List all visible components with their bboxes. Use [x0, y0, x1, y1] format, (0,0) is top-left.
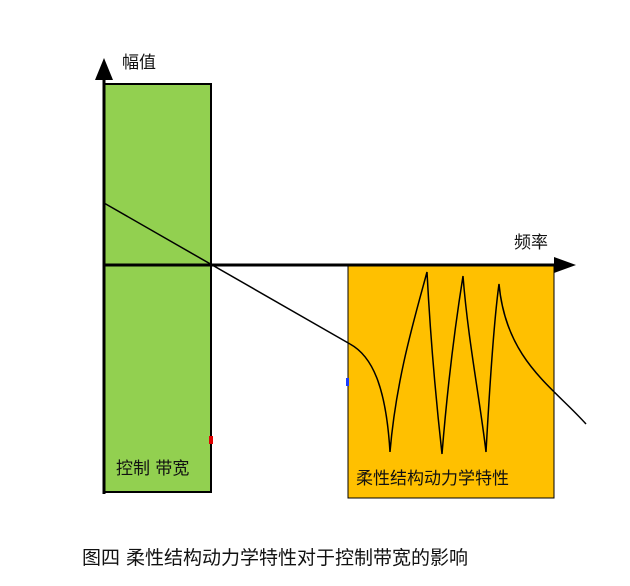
blue-marker — [346, 378, 349, 386]
resonance-curve — [349, 271, 587, 455]
flexible-dynamics-region — [347, 265, 555, 499]
x-axis-label: 频率 — [514, 233, 548, 253]
y-axis-arrowhead — [95, 58, 113, 80]
figure-caption: 图四 柔性结构动力学特性对于控制带宽的影响 — [82, 547, 468, 569]
x-axis-arrowhead — [554, 257, 576, 273]
flexible-dynamics-label: 柔性结构动力学特性 — [356, 469, 509, 489]
magnitude-line — [103, 202, 351, 345]
control-bandwidth-region — [103, 83, 212, 493]
y-axis-label: 幅值 — [122, 53, 156, 73]
control-bandwidth-label: 控制 带宽 — [116, 459, 189, 479]
red-marker — [209, 436, 213, 444]
